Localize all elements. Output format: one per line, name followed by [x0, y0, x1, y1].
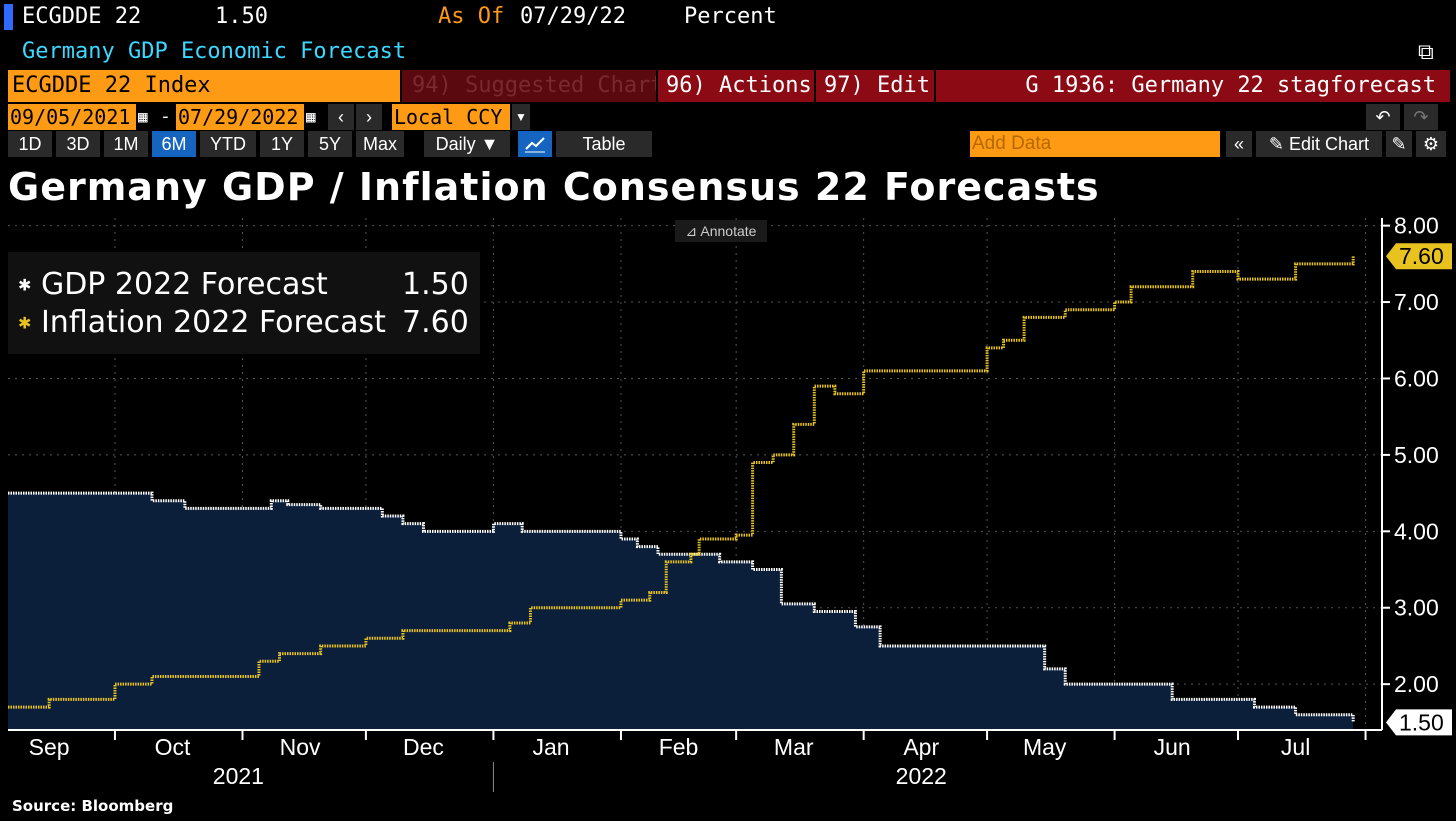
- legend-item-gdp: ✱ GDP 2022 Forecast: [18, 266, 328, 304]
- range-button-5y[interactable]: 5Y: [308, 131, 352, 157]
- legend-gdp-value: 1.50: [402, 267, 469, 302]
- x-tick-label: Jun: [1154, 734, 1191, 760]
- undo-icon[interactable]: ↶: [1366, 104, 1400, 130]
- line-chart-icon[interactable]: [518, 131, 552, 157]
- redo-icon[interactable]: ↷: [1404, 104, 1438, 130]
- ticker-value: 1.50: [215, 4, 268, 29]
- security-marker: [4, 4, 13, 30]
- start-date-field[interactable]: 09/05/2021: [8, 104, 136, 130]
- inflation-last-tag: [1386, 243, 1452, 270]
- popout-icon[interactable]: ⧉: [1418, 40, 1434, 65]
- actions-menu[interactable]: 96) Actions ▾: [658, 70, 814, 102]
- inflation-last-tag-label: 7.60: [1399, 243, 1444, 269]
- x-tick-label: Oct: [155, 734, 191, 760]
- security-description: Germany GDP Economic Forecast: [22, 39, 407, 64]
- range-button-6m[interactable]: 6M: [152, 131, 196, 157]
- y-tick-label: 3.00: [1394, 595, 1439, 621]
- chevron-down-icon[interactable]: ▼: [512, 104, 530, 130]
- unit-label: Percent: [684, 4, 777, 29]
- gdp-last-tag-label: 1.50: [1399, 709, 1444, 735]
- y-tick-label: 7.00: [1394, 289, 1439, 315]
- date-row: 09/05/2021 ▦ - 07/29/2022 ▦ ‹ › Local CC…: [0, 104, 1456, 130]
- legend-gdp-label: GDP 2022 Forecast: [40, 267, 328, 302]
- next-period-button[interactable]: ›: [356, 104, 382, 130]
- x-tick-label: Dec: [403, 734, 444, 760]
- year-label: 2022: [896, 763, 947, 789]
- annotate-icon: ⊿: [685, 223, 701, 239]
- table-button[interactable]: Table: [556, 131, 652, 157]
- legend-item-inflation: ✱ Inflation 2022 Forecast: [18, 304, 386, 342]
- x-tick-label: May: [1023, 734, 1067, 760]
- y-tick-label: 6.00: [1394, 365, 1439, 391]
- x-tick-label: Apr: [903, 734, 939, 760]
- edit-chart-button[interactable]: ✎ Edit Chart: [1256, 131, 1382, 157]
- frequency-select[interactable]: Daily ▼: [424, 131, 510, 157]
- chart-name: G 1936: Germany 22 stagforecast: [936, 70, 1450, 102]
- ticker: ECGDDE 22: [22, 4, 142, 29]
- x-tick-label: Mar: [774, 734, 814, 760]
- y-tick-label: 8.00: [1394, 213, 1439, 239]
- currency-select[interactable]: Local CCY: [392, 104, 510, 130]
- gdp-marker-icon: ✱: [18, 275, 32, 295]
- legend-inflation-label: Inflation 2022 Forecast: [40, 305, 386, 340]
- pencil-icon: ✎: [1268, 134, 1290, 154]
- x-tick-label: Jan: [532, 734, 569, 760]
- y-tick-label: 2.00: [1394, 671, 1439, 697]
- inflation-marker-icon: ✱: [18, 313, 32, 333]
- as-of-date: 07/29/22: [520, 4, 626, 29]
- security-field[interactable]: ECGDDE 22 Index: [8, 70, 400, 102]
- collapse-icon[interactable]: «: [1226, 131, 1252, 157]
- date-separator: -: [160, 106, 171, 127]
- prev-period-button[interactable]: ‹: [328, 104, 354, 130]
- calendar-icon[interactable]: ▦: [306, 107, 316, 126]
- range-button-1y[interactable]: 1Y: [260, 131, 304, 157]
- edit-menu[interactable]: 97) Edit ▾: [816, 70, 934, 102]
- source-note: Source: Bloomberg: [12, 797, 174, 815]
- gdp-area: [8, 493, 1354, 730]
- edit-chart-label: Edit Chart: [1289, 134, 1370, 154]
- end-date-field[interactable]: 07/29/2022: [176, 104, 304, 130]
- calendar-icon[interactable]: ▦: [138, 107, 148, 126]
- y-tick-label: 4.00: [1394, 518, 1439, 544]
- range-button-max[interactable]: Max: [356, 131, 404, 157]
- year-label: 2021: [213, 763, 264, 789]
- x-tick-label: Jul: [1281, 734, 1310, 760]
- chart-legend: ✱ GDP 2022 Forecast 1.50 ✱ Inflation 202…: [8, 252, 480, 354]
- gear-icon[interactable]: ⚙: [1416, 131, 1446, 157]
- gdp-line: [8, 491, 1355, 723]
- suggested-charts-button[interactable]: 94) Suggested Charts: [402, 70, 656, 102]
- as-of-label: As Of: [438, 4, 505, 29]
- toolbar-row: ECGDDE 22 Index 94) Suggested Charts 96)…: [0, 70, 1456, 102]
- y-tick-label: 5.00: [1394, 442, 1439, 468]
- range-button-1m[interactable]: 1M: [104, 131, 148, 157]
- range-row: 1D 3D 1M 6M YTD 1Y 5Y Max Daily ▼ Table Add Dat…: [0, 131, 1456, 157]
- annotate-button[interactable]: ⊿ Annotate: [675, 220, 767, 242]
- range-button-3d[interactable]: 3D: [56, 131, 100, 157]
- edit-settings-icon[interactable]: ✎: [1386, 131, 1412, 157]
- range-button-ytd[interactable]: YTD: [200, 131, 256, 157]
- legend-inflation-value: 7.60: [402, 305, 469, 340]
- annotate-label: Annotate: [700, 223, 757, 239]
- chart-title: Germany GDP / Inflation Consensus 22 For…: [8, 165, 1100, 209]
- x-tick-label: Nov: [280, 734, 321, 760]
- add-data-input[interactable]: Add Data: [970, 131, 1220, 157]
- range-button-1d[interactable]: 1D: [8, 131, 52, 157]
- gdp-last-tag: [1386, 709, 1452, 736]
- x-tick-label: Feb: [659, 734, 699, 760]
- x-tick-label: Sep: [29, 734, 70, 760]
- inflation-line: [8, 256, 1355, 709]
